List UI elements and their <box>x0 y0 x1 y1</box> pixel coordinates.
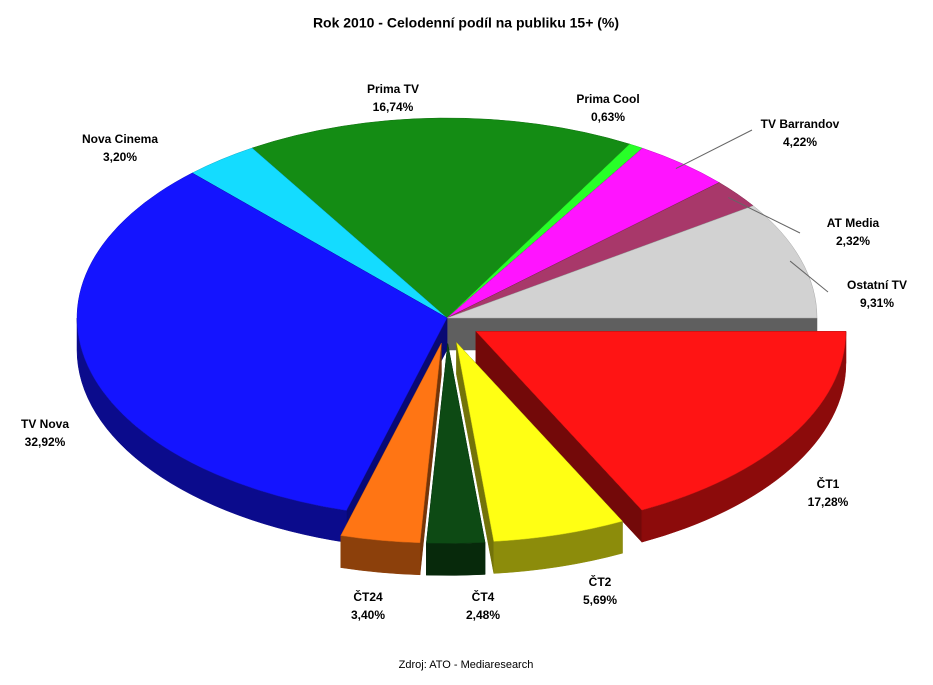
source-note: Zdroj: ATO - Mediaresearch <box>399 659 534 671</box>
value-label: 17,28% <box>808 495 849 509</box>
slice-label: Prima Cool <box>576 92 639 106</box>
pie <box>76 117 847 576</box>
slice <box>456 341 623 542</box>
slice-label: Nova Cinema <box>82 132 158 146</box>
chart-title: Rok 2010 - Celodenní podíl na publiku 15… <box>313 15 619 31</box>
slice-label: TV Nova <box>21 417 69 431</box>
value-label: 5,69% <box>583 593 617 607</box>
slice <box>426 343 486 544</box>
slice-label: ČT1 <box>817 476 840 491</box>
slice-label: Ostatní TV <box>847 278 907 292</box>
value-label: 0,63% <box>591 110 625 124</box>
slice <box>76 172 448 511</box>
leader-line <box>789 260 829 293</box>
slice <box>446 205 818 319</box>
value-label: 4,22% <box>783 135 817 149</box>
value-label: 3,20% <box>103 150 137 164</box>
slice-wall <box>426 542 486 576</box>
slice-label: ČT2 <box>589 574 612 589</box>
value-label: 16,74% <box>373 100 414 114</box>
labels: ČT1 17,28% ČT2 5,69% ČT4 2,48% ČT24 3,40% TV Nov… <box>21 82 907 622</box>
slice <box>251 117 631 319</box>
slice-label: Prima TV <box>367 82 419 96</box>
slice <box>475 331 847 511</box>
slice-label: AT Media <box>827 216 880 230</box>
value-label: 32,92% <box>25 435 66 449</box>
slice <box>340 343 442 544</box>
leader-line <box>675 129 753 170</box>
slice-label: TV Barrandov <box>761 117 840 131</box>
value-label: 9,31% <box>860 296 894 310</box>
value-label: 2,48% <box>466 608 500 622</box>
slice-label: ČT4 <box>472 589 495 604</box>
value-label: 3,40% <box>351 608 385 622</box>
leader-line <box>728 197 801 234</box>
slice-label: ČT24 <box>353 589 383 604</box>
value-label: 2,32% <box>836 234 870 248</box>
